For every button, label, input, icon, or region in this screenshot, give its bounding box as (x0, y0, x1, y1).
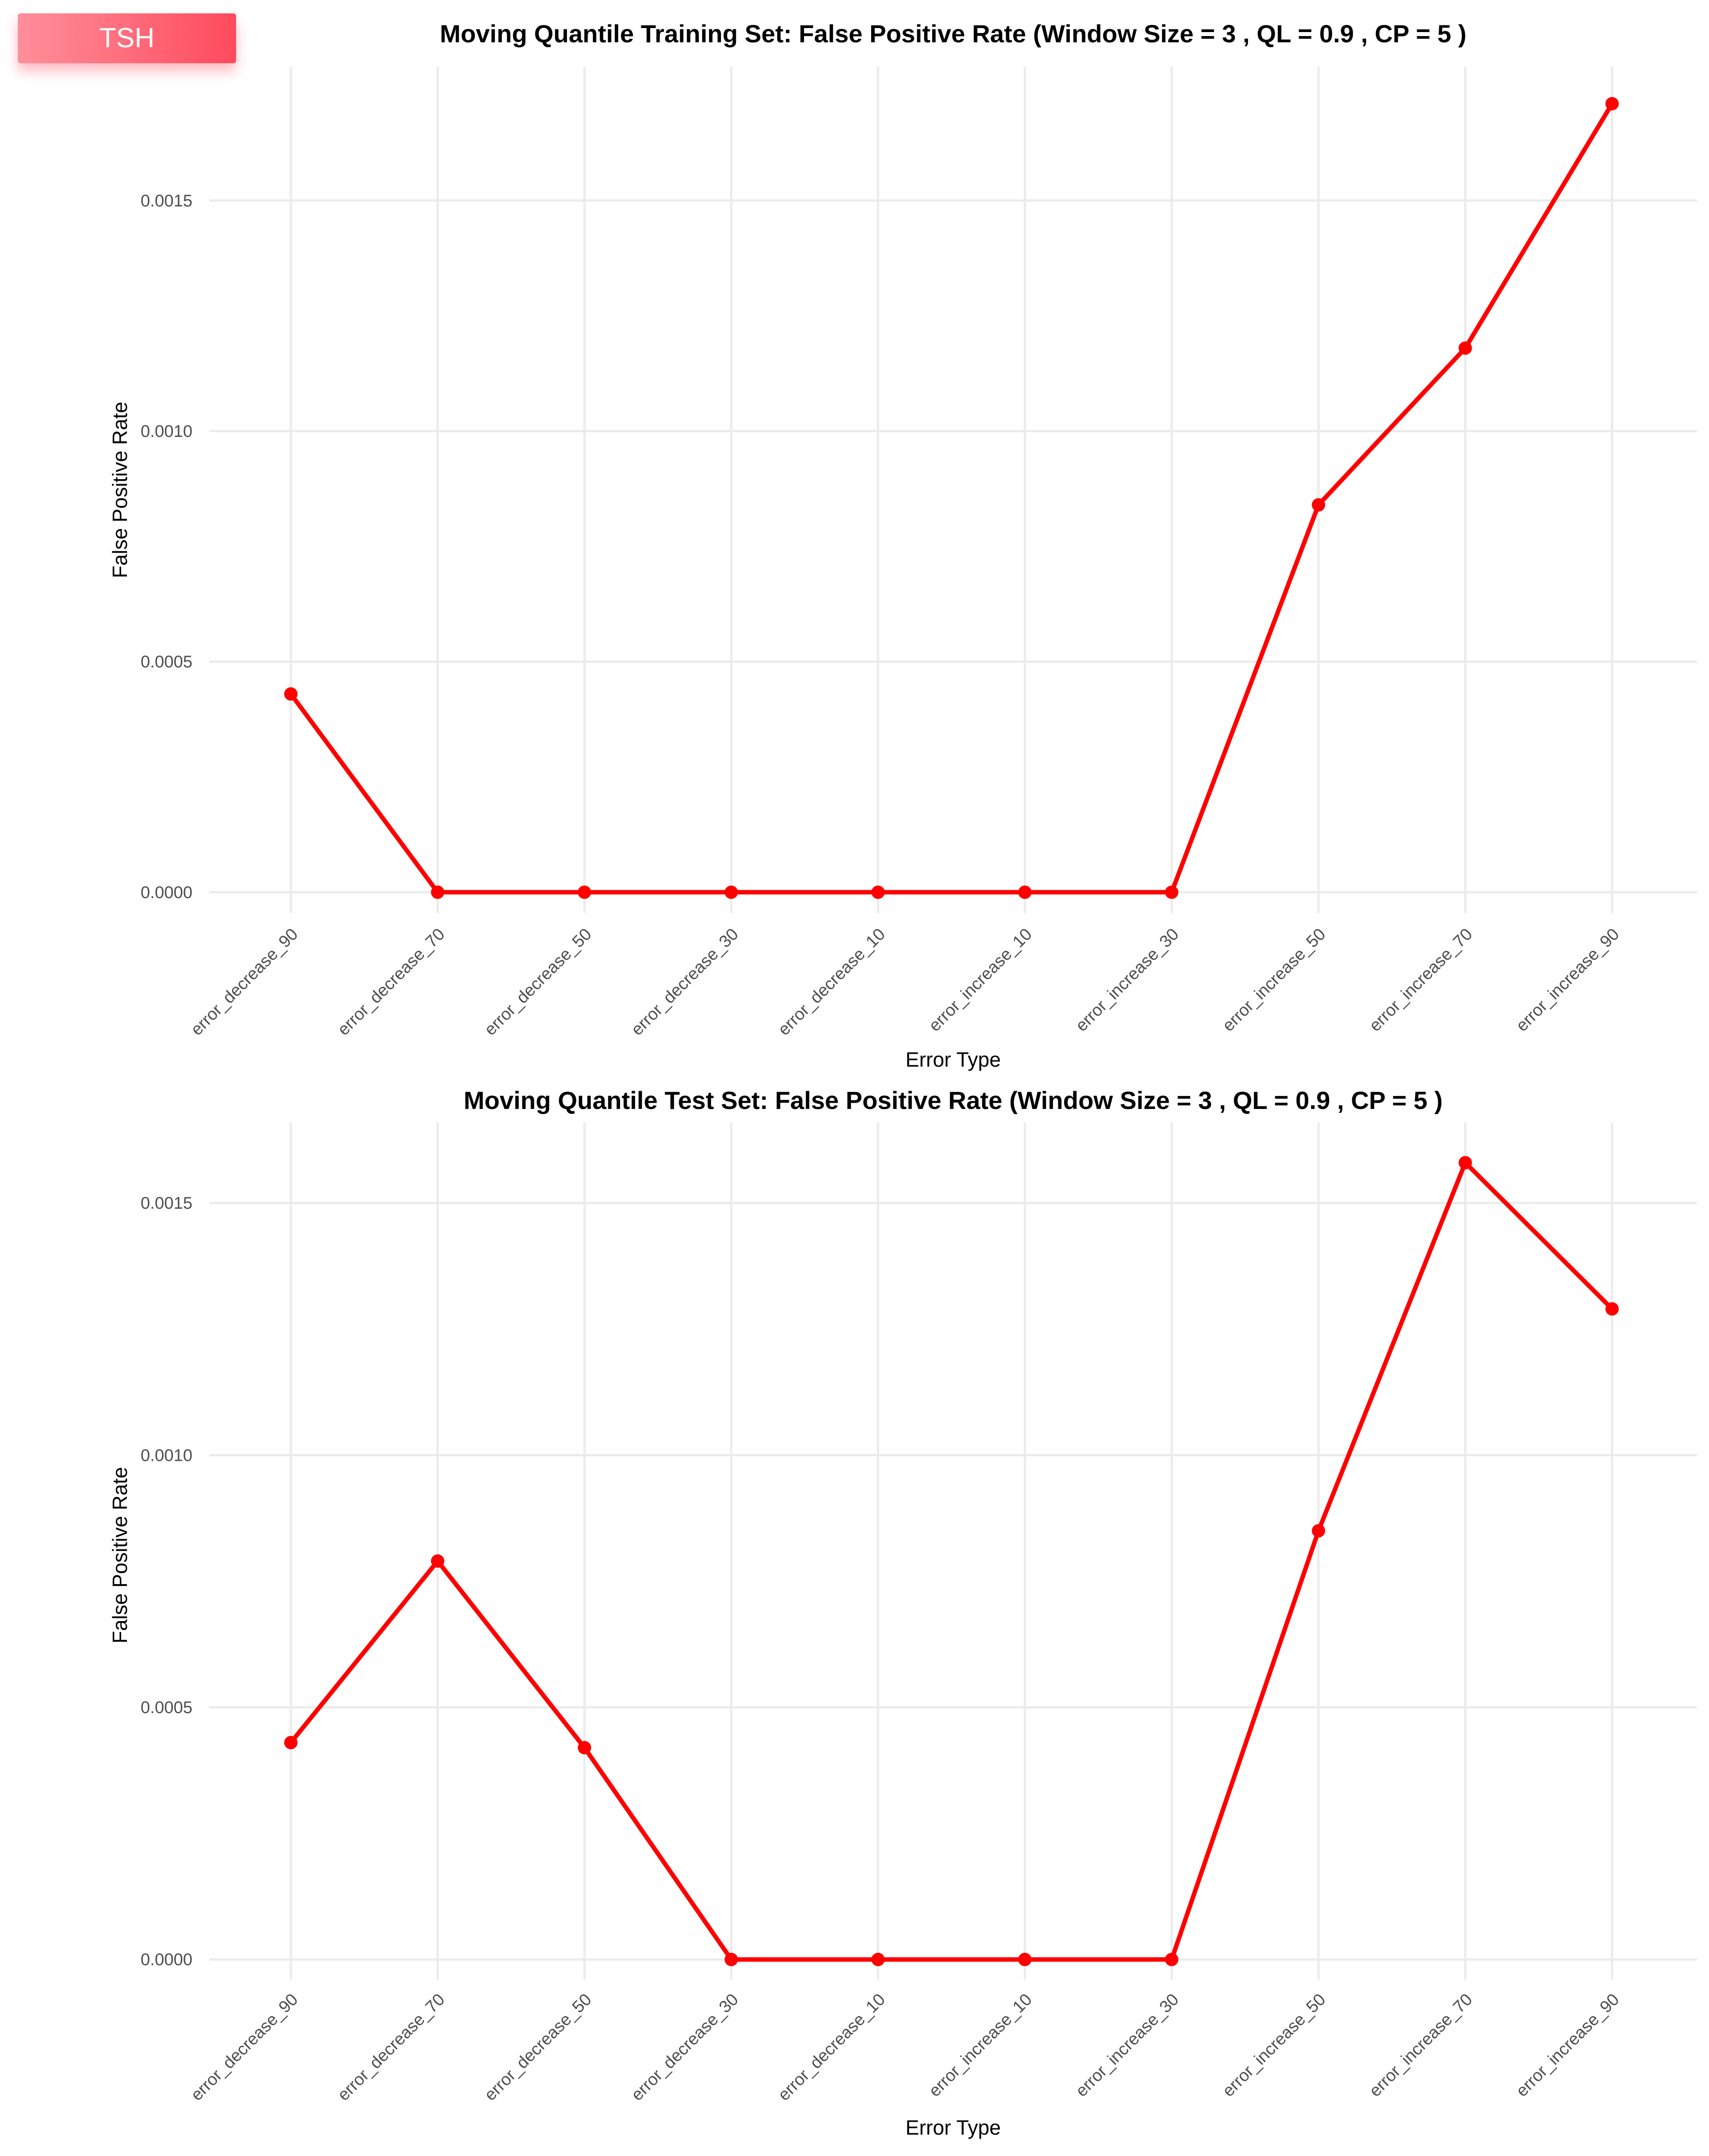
x-tick-label: error_increase_70 (1366, 925, 1476, 1035)
data-point (1018, 885, 1032, 899)
x-tick-label: error_decrease_30 (628, 925, 742, 1039)
data-point (1018, 1952, 1032, 1966)
data-point (284, 1736, 298, 1749)
y-tick-label: 0.0005 (141, 653, 192, 672)
x-tick-label: error_decrease_90 (188, 1990, 302, 2105)
series-line (289, 1160, 1614, 1962)
x-tick-label: error_increase_70 (1366, 1990, 1476, 2101)
y-tick-label: 0.0000 (141, 883, 192, 902)
x-tick-label: error_decrease_70 (334, 1990, 449, 2105)
x-tick-label: error_decrease_10 (775, 1990, 889, 2105)
y-tick-label: 0.0015 (141, 192, 192, 210)
data-point (871, 885, 885, 899)
x-tick-label: error_decrease_50 (481, 1990, 595, 2105)
x-tick-label: error_increase_30 (1072, 925, 1183, 1035)
data-point (1458, 341, 1472, 355)
data-point (431, 1554, 445, 1568)
data-point (578, 1741, 591, 1755)
x-tick-label: error_decrease_50 (481, 925, 595, 1039)
x-tick-label: error_decrease_90 (188, 925, 302, 1039)
y-tick-label: 0.0010 (141, 422, 192, 441)
data-point (1165, 1952, 1179, 1966)
data-point (1458, 1156, 1472, 1170)
data-point (1312, 498, 1326, 512)
data-point (724, 1952, 738, 1966)
x-tick-label: error_increase_50 (1219, 1990, 1330, 2101)
y-tick-label: 0.0005 (141, 1699, 192, 1717)
x-tick-label: error_increase_90 (1513, 925, 1623, 1035)
x-tick-label: error_decrease_30 (628, 1990, 742, 2105)
data-point (284, 687, 298, 701)
x-tick-label: error_decrease_10 (775, 925, 889, 1039)
data-point (724, 885, 738, 899)
tsh-badge: TSH (18, 13, 236, 63)
chart-title: Moving Quantile Training Set: False Posi… (440, 20, 1467, 48)
y-tick-label: 0.0000 (141, 1951, 192, 1969)
x-axis-title: Error Type (905, 1048, 1001, 1071)
y-tick-label: 0.0010 (141, 1446, 192, 1465)
data-point (1605, 1302, 1619, 1316)
data-point (871, 1952, 885, 1966)
x-tick-label: error_increase_10 (926, 1990, 1036, 2101)
data-point (578, 885, 591, 899)
x-axis-title: Error Type (905, 2116, 1001, 2139)
data-point (431, 885, 445, 899)
x-tick-label: error_increase_10 (926, 925, 1036, 1035)
x-tick-label: error_decrease_70 (334, 925, 449, 1039)
x-tick-label: error_increase_50 (1219, 925, 1330, 1035)
x-tick-label: error_increase_30 (1072, 1990, 1183, 2101)
y-axis-title: False Positive Rate (108, 402, 131, 578)
y-axis-title: False Positive Rate (108, 1467, 131, 1643)
x-tick-label: error_increase_90 (1513, 1990, 1623, 2101)
y-tick-label: 0.0015 (141, 1194, 192, 1213)
data-point (1165, 885, 1179, 899)
data-point (1312, 1524, 1326, 1538)
series-line (289, 102, 1614, 895)
chart-title: Moving Quantile Test Set: False Positive… (464, 1086, 1443, 1114)
data-point (1605, 97, 1619, 110)
